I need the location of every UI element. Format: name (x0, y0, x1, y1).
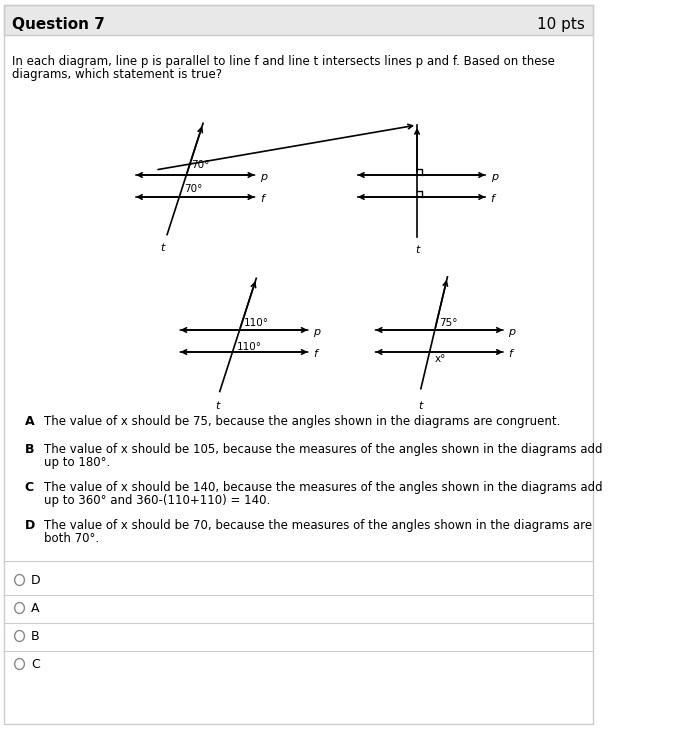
Text: p: p (260, 172, 267, 182)
Text: 75°: 75° (439, 318, 458, 328)
Text: The value of x should be 105, because the measures of the angles shown in the di: The value of x should be 105, because th… (44, 443, 603, 456)
Text: A: A (25, 415, 34, 428)
Text: diagrams, which statement is true?: diagrams, which statement is true? (12, 68, 222, 81)
Text: t: t (415, 245, 419, 255)
FancyBboxPatch shape (5, 5, 593, 35)
Text: x°: x° (435, 354, 446, 364)
Text: D: D (25, 519, 35, 532)
Text: B: B (25, 443, 34, 456)
Text: C: C (31, 658, 40, 671)
Text: t: t (216, 402, 220, 411)
Text: up to 360° and 360-(110+110) = 140.: up to 360° and 360-(110+110) = 140. (44, 494, 271, 507)
Text: 110°: 110° (237, 342, 262, 352)
Text: t: t (419, 401, 423, 410)
Text: f: f (491, 194, 495, 204)
Text: 70°: 70° (184, 184, 202, 194)
Text: B: B (31, 630, 40, 642)
Text: p: p (509, 327, 516, 337)
Text: 110°: 110° (244, 318, 269, 328)
Text: f: f (509, 349, 512, 359)
Text: 10 pts: 10 pts (537, 17, 585, 31)
Text: f: f (313, 349, 317, 359)
Text: Question 7: Question 7 (12, 17, 105, 31)
Text: In each diagram, line p is parallel to line f and line t intersects lines p and : In each diagram, line p is parallel to l… (12, 55, 555, 68)
Text: f: f (260, 194, 264, 204)
Text: A: A (31, 601, 40, 615)
Text: both 70°.: both 70°. (44, 532, 100, 545)
Text: p: p (491, 172, 498, 182)
Text: The value of x should be 75, because the angles shown in the diagrams are congru: The value of x should be 75, because the… (44, 415, 561, 428)
Text: C: C (25, 481, 34, 494)
Text: D: D (31, 574, 40, 587)
Text: p: p (313, 327, 320, 337)
Text: t: t (160, 243, 165, 252)
Text: up to 180°.: up to 180°. (44, 456, 110, 469)
Text: The value of x should be 140, because the measures of the angles shown in the di: The value of x should be 140, because th… (44, 481, 603, 494)
Text: The value of x should be 70, because the measures of the angles shown in the dia: The value of x should be 70, because the… (44, 519, 592, 532)
Text: 70°: 70° (190, 160, 209, 170)
